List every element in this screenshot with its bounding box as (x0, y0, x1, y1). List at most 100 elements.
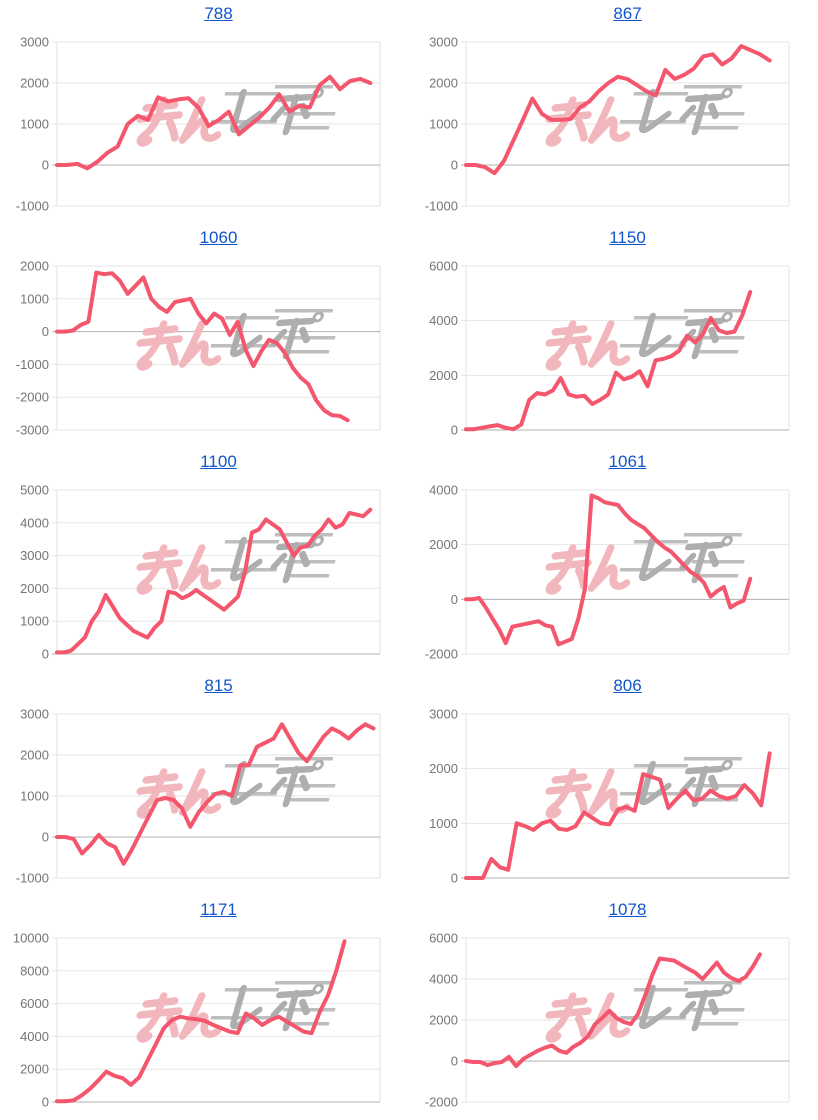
y-tick-label: 2000 (429, 537, 458, 552)
watermark-repo (210, 533, 336, 584)
y-tick-label: -1000 (16, 199, 49, 214)
watermark (545, 533, 745, 595)
chart-cell: 1060 2000 1000 0 -1000 -2000 -3000 (0, 224, 409, 448)
data-line (55, 507, 373, 655)
y-tick-label: 0 (42, 1095, 49, 1110)
chart-svg: 5000 4000 3000 2000 1000 0 (20, 483, 381, 662)
watermark (545, 85, 745, 147)
watermark (136, 533, 336, 595)
y-tick-label: -1000 (16, 871, 49, 886)
data-line (464, 290, 753, 432)
y-tick-label: 4000 (20, 1029, 49, 1044)
chart-title-link[interactable]: 1100 (200, 452, 237, 471)
chart-title: 1078 (466, 899, 789, 921)
chart-title-link[interactable]: 1060 (199, 228, 238, 247)
watermark-repo (619, 533, 745, 584)
chart-svg: 3000 2000 1000 0 (429, 707, 790, 886)
y-tick-label: -1000 (16, 357, 49, 372)
chart-cell: 1171 10000 8000 6000 4000 2000 0 (0, 896, 409, 1120)
watermark (545, 981, 745, 1043)
watermark-repo (210, 757, 336, 808)
chart-title-link[interactable]: 1078 (608, 900, 647, 919)
chart-title: 815 (57, 675, 380, 697)
chart-title: 806 (466, 675, 789, 697)
watermark-min (545, 320, 631, 371)
chart-title: 1061 (466, 451, 789, 473)
y-tick-label: 4000 (429, 972, 458, 987)
y-tick-label: 2000 (20, 1062, 49, 1077)
y-tick-label: 3000 (20, 707, 49, 722)
chart-title-link[interactable]: 1150 (609, 228, 646, 247)
chart-cell: 1078 6000 4000 2000 0 -2000 (409, 896, 818, 1120)
chart-title-link[interactable]: 806 (613, 676, 642, 695)
y-tick-label: 0 (42, 830, 49, 845)
chart-title-link[interactable]: 788 (204, 4, 233, 23)
data-line (55, 270, 350, 423)
y-tick-label: 4000 (20, 515, 49, 530)
watermark-repo (210, 85, 336, 136)
y-tick-label: -3000 (16, 423, 49, 438)
y-tick-label: 2000 (429, 761, 458, 776)
y-tick-label: 1000 (20, 789, 49, 804)
y-tick-label: 0 (42, 158, 49, 173)
chart-title: 1060 (57, 227, 380, 249)
watermark (136, 309, 336, 371)
y-tick-label: -2000 (16, 390, 49, 405)
data-line (55, 74, 373, 171)
chart-cell: 1100 5000 4000 3000 2000 1000 0 (0, 448, 409, 672)
watermark-min (136, 544, 222, 595)
data-line (464, 44, 772, 176)
data-line (55, 939, 347, 1104)
data-line (464, 751, 772, 880)
chart-title-link[interactable]: 867 (613, 4, 642, 23)
y-tick-label: 3000 (429, 707, 458, 722)
y-tick-label: 6000 (20, 996, 49, 1011)
watermark-repo (619, 85, 745, 136)
chart-title-link[interactable]: 1171 (200, 900, 237, 919)
chart-svg: 4000 2000 0 -2000 (425, 483, 790, 662)
watermark-min (136, 320, 222, 371)
data-line (464, 952, 762, 1069)
chart-cell: 867 3000 2000 1000 0 -1000 (409, 0, 818, 224)
chart-title: 1150 (466, 227, 789, 249)
y-tick-label: 1000 (429, 816, 458, 831)
watermark-repo (619, 981, 745, 1032)
y-tick-label: 0 (451, 158, 458, 173)
watermark-min (545, 96, 631, 147)
chart-cell: 1150 6000 4000 2000 0 (409, 224, 818, 448)
y-tick-label: 0 (451, 871, 458, 886)
chart-cell: 815 3000 2000 1000 0 -1000 (0, 672, 409, 896)
chart-title: 788 (57, 3, 380, 25)
y-tick-label: 3000 (20, 548, 49, 563)
y-tick-label: 2000 (20, 581, 49, 596)
y-tick-label: -2000 (425, 1095, 458, 1110)
y-tick-label: 0 (451, 1054, 458, 1069)
y-tick-label: 3000 (429, 35, 458, 50)
y-tick-label: 0 (451, 423, 458, 438)
y-tick-label: -2000 (425, 647, 458, 662)
watermark (545, 757, 745, 819)
chart-cell: 1061 4000 2000 0 -2000 (409, 448, 818, 672)
y-tick-label: 4000 (429, 313, 458, 328)
data-line (464, 493, 753, 647)
chart-title-link[interactable]: 815 (204, 676, 233, 695)
data-line (55, 722, 376, 866)
watermark-repo (619, 757, 745, 808)
watermark-min (136, 768, 222, 819)
chart-svg: 6000 4000 2000 0 (429, 259, 790, 438)
y-tick-label: 1000 (429, 117, 458, 132)
chart-svg: 6000 4000 2000 0 -2000 (425, 931, 790, 1110)
watermark (545, 309, 745, 371)
y-tick-label: -1000 (425, 199, 458, 214)
chart-svg: 3000 2000 1000 0 -1000 (16, 707, 381, 886)
chart-svg: 10000 8000 6000 4000 2000 0 (13, 931, 381, 1110)
y-tick-label: 0 (42, 647, 49, 662)
y-tick-label: 0 (42, 324, 49, 339)
chart-svg: 3000 2000 1000 0 -1000 (425, 35, 790, 214)
chart-cell: 788 3000 2000 1000 0 -1000 (0, 0, 409, 224)
y-tick-label: 3000 (20, 35, 49, 50)
y-tick-label: 2000 (20, 76, 49, 91)
y-tick-label: 10000 (13, 931, 49, 946)
chart-title-link[interactable]: 1061 (608, 452, 647, 471)
